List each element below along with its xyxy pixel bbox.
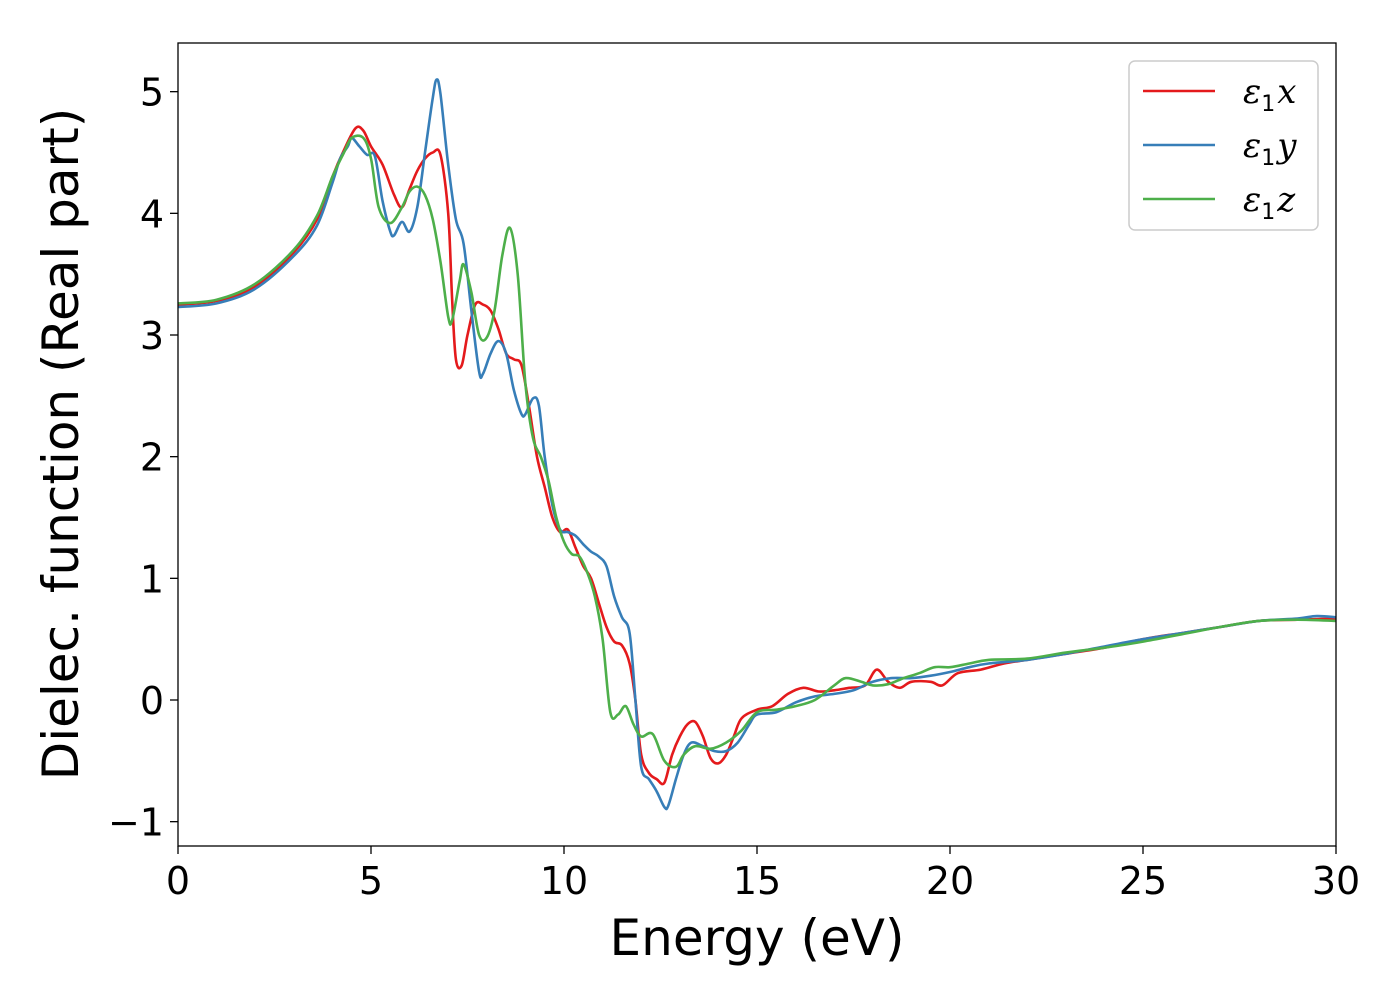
- y-tick-label: −1: [108, 801, 164, 845]
- legend-symbol: ε: [1243, 180, 1261, 220]
- legend-symbol: ε: [1243, 126, 1261, 166]
- x-tick-label: 30: [1312, 859, 1360, 903]
- y-tick-label: 2: [140, 436, 164, 480]
- y-axis-title: Dielec. function (Real part): [32, 108, 90, 780]
- x-tick-label: 20: [926, 859, 974, 903]
- y-tick-label: 5: [140, 71, 164, 115]
- legend-label-z: ε1z: [1243, 180, 1296, 225]
- legend-variable: x: [1277, 72, 1296, 112]
- series-line-x: [178, 125, 1336, 786]
- series-line-y: [178, 78, 1336, 811]
- x-tick-label: 15: [733, 859, 781, 903]
- legend-label-x: ε1x: [1243, 72, 1296, 117]
- legend-label-y: ε1y: [1243, 126, 1297, 171]
- x-axis: 0 5 10 15 20 25 30: [166, 846, 1360, 903]
- legend-box: [1128, 60, 1319, 231]
- legend-variable: y: [1275, 126, 1297, 166]
- x-axis-title: Energy (eV): [610, 909, 905, 967]
- y-tick-label: 1: [140, 557, 164, 601]
- legend-variable: z: [1276, 180, 1296, 220]
- x-tick-label: 0: [166, 859, 190, 903]
- x-tick-label: 10: [540, 859, 588, 903]
- y-tick-label: 3: [140, 314, 164, 358]
- legend-symbol: ε: [1243, 72, 1261, 112]
- x-tick-label: 25: [1119, 859, 1167, 903]
- series-line-z: [178, 134, 1336, 769]
- y-tick-label: 0: [140, 679, 164, 723]
- series-layer: [178, 78, 1336, 811]
- x-tick-label: 5: [359, 859, 383, 903]
- y-tick-label: 4: [140, 192, 164, 236]
- legend-subscript: 1: [1261, 200, 1275, 225]
- legend-subscript: 1: [1261, 146, 1275, 171]
- legend-subscript: 1: [1261, 92, 1275, 117]
- y-axis: −1 0 1 2 3 4 5: [108, 71, 178, 845]
